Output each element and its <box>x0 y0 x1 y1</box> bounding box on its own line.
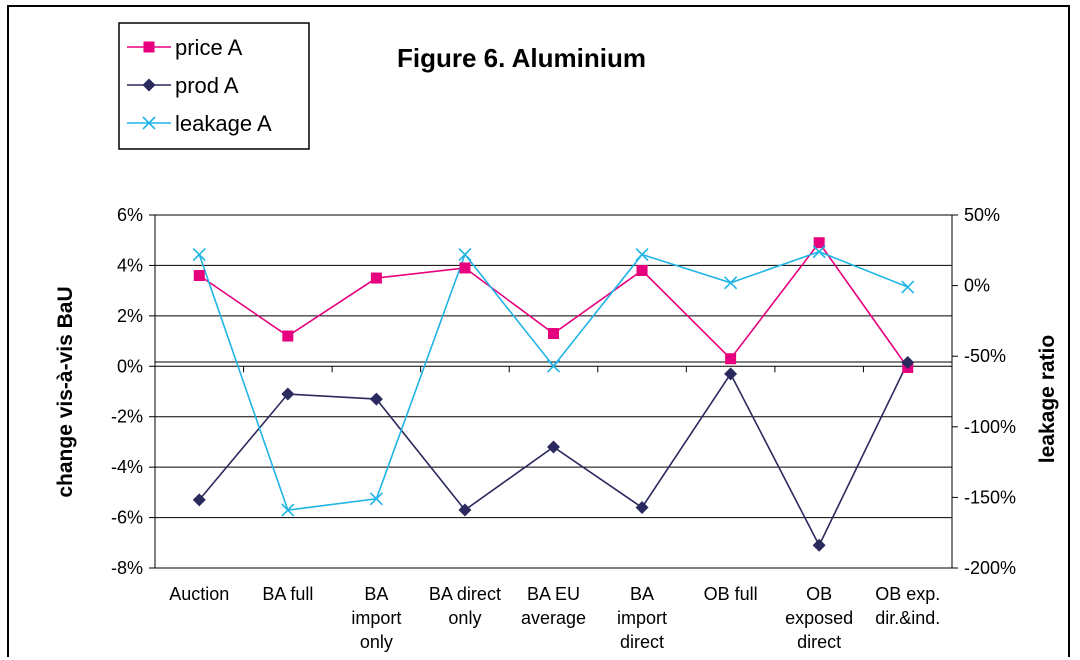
point-prod-a <box>724 367 738 381</box>
y2-tick-label: 0% <box>964 276 990 296</box>
point-leakage-a <box>546 359 561 373</box>
point-leakage-a <box>458 247 472 262</box>
point-leakage-a <box>724 276 738 290</box>
y2-axis-title: leakage ratio <box>1036 335 1059 463</box>
series-markers <box>192 237 915 552</box>
y-tick-label: 6% <box>117 205 143 225</box>
x-tick-label: direct <box>620 632 664 652</box>
legend-label-leakage-a: leakage A <box>175 111 272 136</box>
y2-tick-label: -100% <box>964 417 1016 437</box>
x-tick-label: OB <box>806 584 832 604</box>
y-tick-label: -2% <box>111 407 143 427</box>
x-tick-label: BA <box>630 584 654 604</box>
x-tick-label: BA direct <box>429 584 501 604</box>
series-line-leakage-a <box>198 250 909 511</box>
point-prod-a <box>458 503 472 517</box>
point-prod-a <box>547 440 560 454</box>
x-tick-label: exposed <box>785 608 853 628</box>
y-axis-title: change vis-à-vis BaU <box>54 286 77 497</box>
point-leakage-a <box>901 280 915 294</box>
x-tick-label: OB full <box>704 584 758 604</box>
chart-title: Figure 6. Aluminium <box>397 43 646 73</box>
point-prod-a <box>635 500 649 514</box>
x-tick-marks <box>154 366 953 373</box>
point-price-a <box>370 272 382 284</box>
y2-tick-labels: 50% 0% -50% -100% -150% -200% <box>964 205 1016 578</box>
chart-frame: Figure 6. Aluminium price A prod A leakage… <box>7 5 1070 657</box>
point-prod-a <box>281 387 295 401</box>
plot-area <box>154 214 953 569</box>
x-tick-label: Auction <box>169 584 229 604</box>
series-lines <box>198 241 909 548</box>
y2-tick-label: -200% <box>964 558 1016 578</box>
x-tick-label: BA full <box>262 584 313 604</box>
y-tick-label: 2% <box>117 306 143 326</box>
chart: Figure 6. Aluminium price A prod A leakage… <box>54 22 1059 652</box>
legend-label-price-a: price A <box>175 35 243 60</box>
point-prod-a <box>812 538 826 552</box>
x-tick-label: only <box>448 608 481 628</box>
point-prod-a <box>192 493 206 507</box>
y-tick-label: -8% <box>111 558 143 578</box>
y-tick-label: 0% <box>117 356 143 376</box>
point-leakage-a <box>281 503 295 517</box>
y2-tick-label: -150% <box>964 487 1016 507</box>
y2-tick-label: -50% <box>964 346 1006 366</box>
point-price-a <box>548 328 559 340</box>
series-line-price-a <box>198 241 909 369</box>
x-tick-label: import <box>617 608 667 628</box>
y-tick-labels: 6% 4% 2% 0% -2% -4% -6% -8% <box>111 205 143 578</box>
point-price-a <box>636 264 648 276</box>
point-price-a <box>725 353 737 365</box>
x-tick-labels: Auction BA full BA import only BA direct only B… <box>169 584 940 652</box>
point-price-a <box>193 270 205 282</box>
point-leakage-a <box>635 247 649 262</box>
x-tick-label: only <box>360 632 393 652</box>
x-tick-label: average <box>521 608 586 628</box>
x-tick-label: BA <box>364 584 388 604</box>
y2-tick-label: 50% <box>964 205 1000 225</box>
point-prod-a <box>142 78 156 92</box>
point-leakage-a <box>192 247 206 262</box>
legend-label-prod-a: prod A <box>175 73 239 98</box>
x-tick-label: BA EU <box>527 584 580 604</box>
point-prod-a <box>369 392 383 406</box>
y-tick-label: -6% <box>111 508 143 528</box>
x-tick-label: OB exp. <box>875 584 940 604</box>
legend: price A prod A leakage A <box>118 22 310 150</box>
x-tick-label: direct <box>797 632 841 652</box>
x-tick-label: dir.&ind. <box>875 608 940 628</box>
point-price-a <box>143 41 155 53</box>
y-tick-label: -4% <box>111 457 143 477</box>
point-leakage-a <box>142 116 156 130</box>
point-prod-a <box>901 356 915 370</box>
point-leakage-a <box>812 245 826 259</box>
point-leakage-a <box>369 492 383 506</box>
x-tick-label: import <box>351 608 401 628</box>
point-price-a <box>282 330 294 342</box>
y-tick-label: 4% <box>117 255 143 275</box>
point-price-a <box>813 237 825 249</box>
point-price-a <box>459 262 471 274</box>
